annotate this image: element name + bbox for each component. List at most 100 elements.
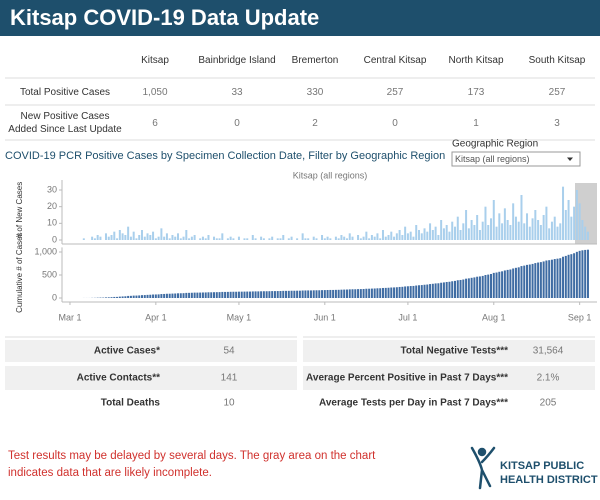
- bar: [196, 292, 199, 298]
- x-tick-label: May 1: [227, 312, 252, 322]
- stat-label: Total Negative Tests***: [401, 346, 509, 357]
- page-title: Kitsap COVID-19 Data Update: [10, 5, 319, 30]
- bar: [332, 289, 335, 298]
- y-tick-label: 10: [47, 218, 57, 228]
- cell: 173: [467, 86, 485, 98]
- bar: [213, 236, 216, 240]
- y-tick-label: 20: [47, 201, 57, 211]
- bar: [276, 238, 279, 240]
- bar: [512, 268, 515, 298]
- bar: [249, 291, 252, 298]
- bar: [362, 288, 365, 298]
- bar: [503, 270, 506, 298]
- y-axis-label: Cumulative # of Cases: [15, 232, 24, 312]
- bar: [340, 289, 343, 298]
- bar: [213, 292, 216, 298]
- bar: [564, 255, 567, 298]
- bar: [537, 262, 540, 298]
- bar: [431, 283, 434, 298]
- bar: [454, 226, 456, 240]
- bar: [578, 250, 581, 298]
- bar: [484, 206, 487, 240]
- bar: [171, 293, 174, 298]
- bar: [454, 280, 456, 298]
- bar: [481, 275, 484, 298]
- logo-text: KITSAP PUBLIC: [500, 460, 584, 472]
- filter-value[interactable]: Kitsap (all regions): [455, 154, 530, 164]
- bar: [412, 285, 415, 298]
- bar: [329, 289, 332, 298]
- bar: [268, 291, 271, 298]
- bar: [121, 233, 124, 240]
- row-label: Total Positive Cases: [19, 86, 111, 98]
- bar: [243, 291, 246, 298]
- bar: [368, 238, 371, 240]
- bar: [498, 271, 501, 298]
- bar: [140, 230, 143, 240]
- bar: [315, 290, 318, 298]
- row-label-box: New Positive Cases Added Since Last Upda…: [8, 111, 121, 135]
- bar: [146, 233, 149, 240]
- bar: [246, 238, 249, 240]
- bar: [478, 230, 481, 240]
- bar: [262, 291, 265, 298]
- bar: [351, 289, 354, 298]
- bar: [357, 235, 360, 240]
- bar: [517, 267, 520, 298]
- section-title: COVID-19 PCR Positive Cases by Specimen …: [5, 150, 445, 162]
- bar: [415, 225, 418, 240]
- bar: [301, 290, 304, 298]
- bar: [462, 223, 465, 240]
- y-tick-label: 0: [52, 234, 57, 244]
- column-header-box: North Kitsap: [448, 55, 503, 66]
- bar: [462, 279, 465, 298]
- bar: [326, 289, 329, 298]
- stat-value: 54: [223, 346, 235, 357]
- bar: [174, 236, 177, 240]
- bar: [232, 238, 235, 240]
- stat-value: 10: [223, 398, 235, 409]
- bar: [570, 254, 573, 298]
- bar: [326, 236, 329, 240]
- bar: [459, 279, 462, 298]
- column-header: Kitsap: [141, 54, 169, 66]
- bar: [321, 235, 324, 240]
- select-arrow[interactable]: [567, 157, 573, 162]
- bar: [304, 238, 307, 240]
- bar: [177, 293, 179, 298]
- bar: [329, 238, 332, 240]
- cell: 6: [152, 117, 158, 129]
- bar: [406, 286, 409, 298]
- bar: [199, 238, 202, 240]
- bar: [445, 281, 448, 298]
- bar: [417, 230, 420, 240]
- bar: [93, 238, 96, 240]
- bar: [118, 296, 121, 298]
- bar: [179, 238, 182, 240]
- bar: [456, 216, 459, 240]
- bar: [154, 294, 157, 298]
- bar: [459, 230, 462, 240]
- cell: 330: [306, 86, 324, 98]
- bar: [426, 284, 429, 298]
- bar: [542, 215, 545, 240]
- bar: [188, 292, 191, 298]
- bar: [321, 290, 324, 298]
- bar: [487, 274, 490, 298]
- bar: [290, 236, 293, 240]
- bar: [107, 297, 110, 298]
- bar: [152, 231, 155, 240]
- bar: [237, 291, 240, 298]
- bar: [340, 235, 343, 240]
- bar: [104, 297, 107, 298]
- bar: [201, 292, 204, 298]
- row-band: [303, 340, 595, 362]
- bar: [417, 285, 420, 298]
- bar: [190, 292, 193, 298]
- filter-select[interactable]: [451, 151, 581, 167]
- bar: [523, 223, 526, 240]
- bar: [387, 235, 390, 240]
- bar: [575, 251, 578, 298]
- y-tick-label: 30: [47, 184, 57, 194]
- bar: [143, 295, 146, 298]
